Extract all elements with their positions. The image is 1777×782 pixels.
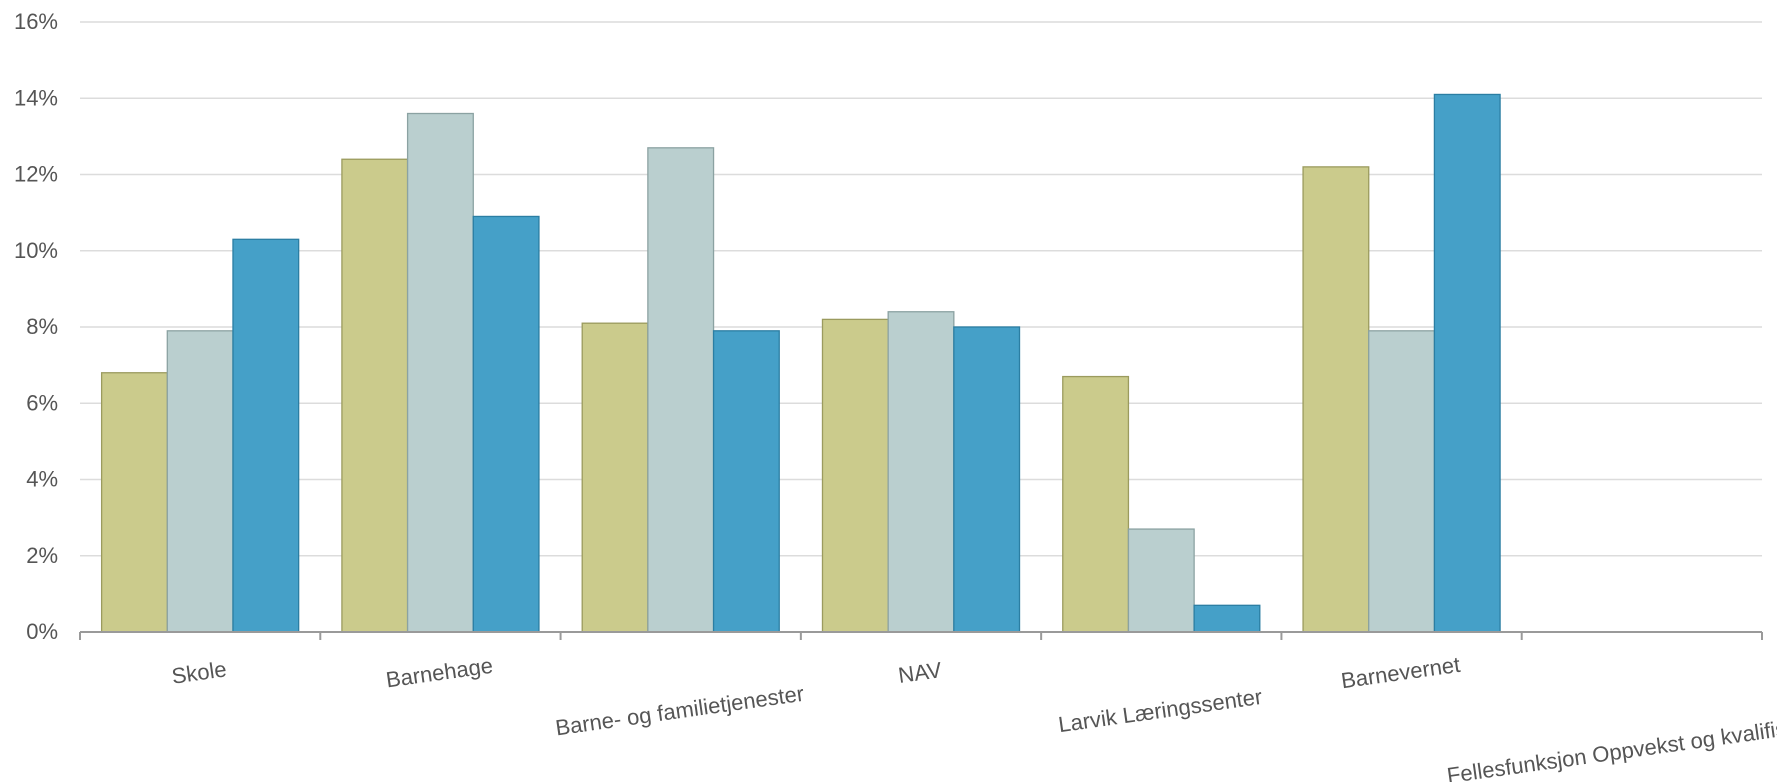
- x-tick-label: Barnevernet: [1339, 652, 1461, 693]
- x-tick-label: Fellesfunksjon Oppvekst og kvalifisering: [1445, 709, 1777, 782]
- bar: [1193, 604, 1261, 633]
- x-tick-labels: Skole Barnehage Barne- og familietjenester…: [170, 652, 1777, 782]
- y-tick-label: 14%: [14, 85, 58, 110]
- x-tick-label: Larvik Læringssenter: [1057, 684, 1264, 737]
- x-tick-label: Barnehage: [384, 653, 494, 693]
- bar: [1302, 166, 1370, 633]
- y-tick-label: 4%: [26, 467, 58, 492]
- bar: [581, 322, 649, 633]
- y-tick-label: 10%: [14, 238, 58, 263]
- x-tick-label: Barne- og familietjenester: [554, 681, 806, 741]
- bar: [647, 147, 715, 633]
- bar: [1433, 93, 1501, 633]
- x-tick-label: NAV: [897, 657, 944, 688]
- bar: [1368, 330, 1436, 633]
- bar: [953, 326, 1021, 633]
- y-tick-label: 16%: [14, 9, 58, 34]
- y-tick-label: 6%: [26, 390, 58, 415]
- y-tick-labels: 0% 2% 4% 6% 8% 10% 12% 14% 16%: [14, 9, 58, 644]
- bar: [100, 372, 168, 633]
- bar: [887, 311, 955, 633]
- bar: [166, 330, 234, 633]
- y-tick-label: 8%: [26, 314, 58, 339]
- y-tick-label: 12%: [14, 162, 58, 187]
- bars: [100, 93, 1501, 633]
- bar: [821, 318, 889, 633]
- bar: [472, 215, 540, 633]
- y-tick-label: 0%: [26, 619, 58, 644]
- bar: [341, 158, 409, 633]
- bar: [1127, 528, 1195, 633]
- bar: [712, 330, 780, 633]
- x-tick-label: Skole: [170, 656, 228, 688]
- bar: [232, 238, 300, 633]
- y-tick-label: 2%: [26, 543, 58, 568]
- bar: [1062, 375, 1130, 633]
- axes: [79, 631, 1763, 640]
- bar: [406, 112, 474, 633]
